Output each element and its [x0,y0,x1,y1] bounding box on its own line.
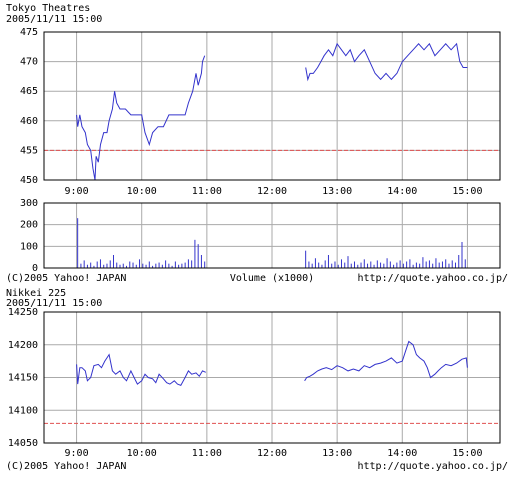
x-tick-label: 13:00 [322,448,352,459]
x-tick-label: 12:00 [257,448,287,459]
x-axis-label: Volume (x1000) [230,273,314,284]
y-tick-label: 0 [32,263,38,274]
x-tick-label: 9:00 [65,186,89,197]
x-tick-label: 15:00 [452,186,482,197]
y-tick-label: 14100 [8,405,38,416]
price-line [76,42,468,181]
x-tick-label: 13:00 [322,186,352,197]
plot-frame [43,311,501,444]
y-tick-label: 470 [20,57,38,68]
y-tick-label: 475 [20,27,38,38]
price-line [76,340,468,387]
x-tick-label: 9:00 [65,448,89,459]
copyright: (C)2005 Yahoo! JAPAN [6,273,126,284]
y-tick-label: 200 [20,220,38,231]
x-tick-label: 12:00 [257,186,287,197]
source: http://quote.yahoo.co.jp/ [357,273,508,284]
source: http://quote.yahoo.co.jp/ [357,461,508,472]
chart-title: Tokyo Theatres [6,3,90,14]
y-tick-label: 450 [20,175,38,186]
y-tick-label: 14150 [8,373,38,384]
y-tick-label: 14250 [8,307,38,318]
y-tick-label: 455 [20,145,38,156]
y-tick-label: 100 [20,241,38,252]
x-tick-label: 11:00 [192,448,222,459]
x-tick-label: 10:00 [127,186,157,197]
x-tick-label: 14:00 [387,448,417,459]
x-tick-label: 11:00 [192,186,222,197]
chart-subtitle: 2005/11/11 15:00 [6,298,102,309]
y-tick-label: 460 [20,116,38,127]
y-tick-label: 465 [20,86,38,97]
plot-frame [43,31,501,181]
chart-subtitle: 2005/11/11 15:00 [6,14,102,25]
x-tick-label: 15:00 [452,448,482,459]
x-tick-label: 14:00 [387,186,417,197]
y-tick-label: 14200 [8,340,38,351]
y-tick-label: 14050 [8,438,38,449]
copyright: (C)2005 Yahoo! JAPAN [6,461,126,472]
chart-title: Nikkei 225 [6,288,66,299]
plot-frame [43,202,501,269]
x-tick-label: 10:00 [127,448,157,459]
y-tick-label: 300 [20,198,38,209]
